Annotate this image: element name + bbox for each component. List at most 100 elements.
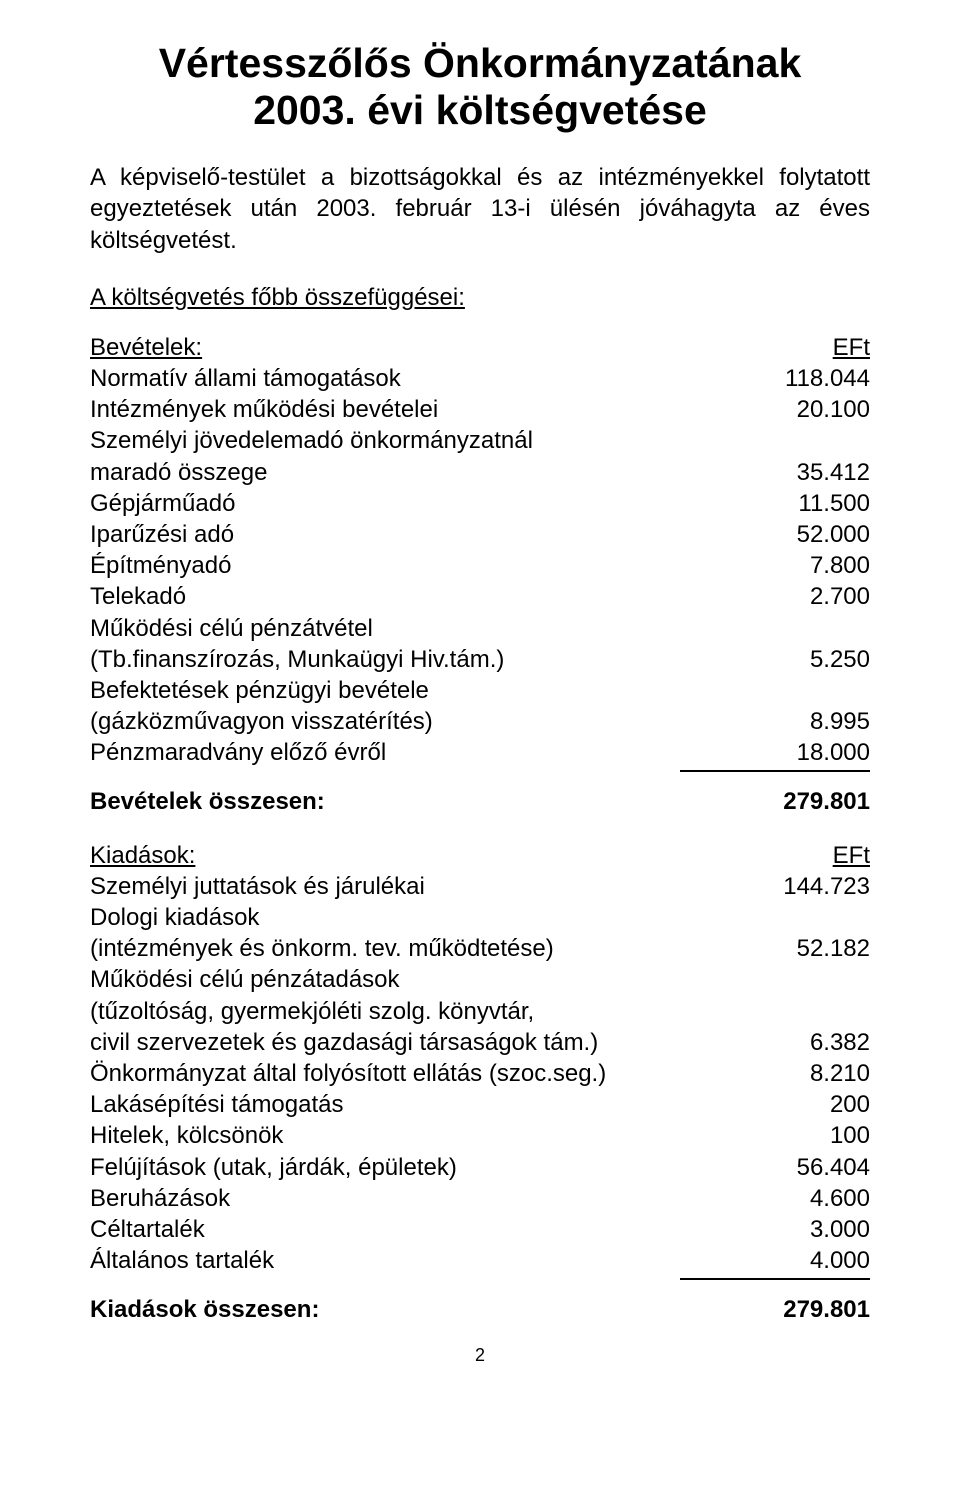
table-row: Normatív állami támogatások118.044 xyxy=(90,363,870,394)
revenues-list: Normatív állami támogatások118.044Intézm… xyxy=(90,363,870,768)
table-row: Felújítások (utak, járdák, épületek)56.4… xyxy=(90,1152,870,1183)
row-value: 2.700 xyxy=(760,581,870,612)
expenses-header-label: Kiadások: xyxy=(90,840,760,871)
row-label: civil szervezetek és gazdasági társaságo… xyxy=(90,1027,760,1058)
table-row: Beruházások4.600 xyxy=(90,1183,870,1214)
row-value: 6.382 xyxy=(760,1027,870,1058)
page-title: Vértesszőlős Önkormányzatának 2003. évi … xyxy=(90,40,870,134)
row-label: Működési célú pénzátadások xyxy=(90,964,760,995)
table-row: Céltartalék3.000 xyxy=(90,1214,870,1245)
row-label: (Tb.finanszírozás, Munkaügyi Hiv.tám.) xyxy=(90,644,760,675)
title-line-2: 2003. évi költségvetése xyxy=(253,87,707,133)
table-row: maradó összege35.412 xyxy=(90,457,870,488)
row-label: Önkormányzat által folyósított ellátás (… xyxy=(90,1058,760,1089)
row-value: 144.723 xyxy=(760,871,870,902)
table-row: Lakásépítési támogatás200 xyxy=(90,1089,870,1120)
row-label: Építményadó xyxy=(90,550,760,581)
row-label: Dologi kiadások xyxy=(90,902,760,933)
row-label: Telekadó xyxy=(90,581,760,612)
row-value: 5.250 xyxy=(760,644,870,675)
table-row: Intézmények működési bevételei20.100 xyxy=(90,394,870,425)
expenses-list: Személyi juttatások és járulékai144.723D… xyxy=(90,871,870,1276)
row-label: (intézmények és önkorm. tev. működtetése… xyxy=(90,933,760,964)
title-line-1: Vértesszőlős Önkormányzatának xyxy=(159,40,802,86)
row-label: Személyi jövedelemadó önkormányzatnál xyxy=(90,425,760,456)
table-row: Általános tartalék4.000 xyxy=(90,1245,870,1276)
row-value: 35.412 xyxy=(760,457,870,488)
row-label: maradó összege xyxy=(90,457,760,488)
page-number: 2 xyxy=(90,1345,870,1366)
row-label: Intézmények működési bevételei xyxy=(90,394,760,425)
row-value xyxy=(760,425,870,456)
table-row: Pénzmaradvány előző évről18.000 xyxy=(90,737,870,768)
row-label: Normatív állami támogatások xyxy=(90,363,760,394)
expenses-total-value: 279.801 xyxy=(783,1294,870,1325)
row-label: Céltartalék xyxy=(90,1214,760,1245)
table-row: Telekadó2.700 xyxy=(90,581,870,612)
intro-paragraph: A képviselő-testület a bizottságokkal és… xyxy=(90,162,870,256)
revenues-header-row: Bevételek: EFt xyxy=(90,332,870,363)
row-value: 52.000 xyxy=(760,519,870,550)
expenses-total-row: Kiadások összesen: 279.801 xyxy=(90,1294,870,1325)
table-row: Hitelek, kölcsönök100 xyxy=(90,1120,870,1151)
expenses-header-value: EFt xyxy=(760,840,870,871)
row-value xyxy=(760,902,870,933)
row-value xyxy=(760,996,870,1027)
row-label: Hitelek, kölcsönök xyxy=(90,1120,760,1151)
table-row: Iparűzési adó52.000 xyxy=(90,519,870,550)
row-value: 4.000 xyxy=(760,1245,870,1276)
row-label: Általános tartalék xyxy=(90,1245,760,1276)
row-label: Beruházások xyxy=(90,1183,760,1214)
table-row: Gépjárműadó11.500 xyxy=(90,488,870,519)
expenses-total-label: Kiadások összesen: xyxy=(90,1294,319,1325)
row-label: Működési célú pénzátvétel xyxy=(90,613,760,644)
row-value xyxy=(760,964,870,995)
subheading: A költségvetés főbb összefüggései: xyxy=(90,284,870,312)
revenues-total-row: Bevételek összesen: 279.801 xyxy=(90,786,870,817)
table-row: Dologi kiadások xyxy=(90,902,870,933)
row-label: Gépjárműadó xyxy=(90,488,760,519)
row-value xyxy=(760,675,870,706)
table-row: Személyi juttatások és járulékai144.723 xyxy=(90,871,870,902)
expenses-rule xyxy=(90,1278,870,1280)
table-row: Működési célú pénzátadások xyxy=(90,964,870,995)
table-row: Önkormányzat által folyósított ellátás (… xyxy=(90,1058,870,1089)
row-value: 3.000 xyxy=(760,1214,870,1245)
row-value: 20.100 xyxy=(760,394,870,425)
table-row: civil szervezetek és gazdasági társaságo… xyxy=(90,1027,870,1058)
revenues-header-label: Bevételek: xyxy=(90,332,760,363)
revenues-total-value: 279.801 xyxy=(783,786,870,817)
revenues-total-label: Bevételek összesen: xyxy=(90,786,325,817)
row-value xyxy=(760,613,870,644)
revenues-rule xyxy=(90,770,870,772)
row-value: 56.404 xyxy=(760,1152,870,1183)
table-row: Személyi jövedelemadó önkormányzatnál xyxy=(90,425,870,456)
row-value: 100 xyxy=(760,1120,870,1151)
row-label: (tűzoltóság, gyermekjóléti szolg. könyvt… xyxy=(90,996,760,1027)
table-row: (gázközművagyon visszatérítés)8.995 xyxy=(90,706,870,737)
row-value: 118.044 xyxy=(760,363,870,394)
table-row: (Tb.finanszírozás, Munkaügyi Hiv.tám.)5.… xyxy=(90,644,870,675)
row-label: (gázközművagyon visszatérítés) xyxy=(90,706,760,737)
row-value: 11.500 xyxy=(760,488,870,519)
row-value: 52.182 xyxy=(760,933,870,964)
row-value: 8.210 xyxy=(760,1058,870,1089)
row-label: Felújítások (utak, járdák, épületek) xyxy=(90,1152,760,1183)
row-label: Pénzmaradvány előző évről xyxy=(90,737,760,768)
row-label: Személyi juttatások és járulékai xyxy=(90,871,760,902)
row-value: 4.600 xyxy=(760,1183,870,1214)
row-label: Lakásépítési támogatás xyxy=(90,1089,760,1120)
row-value: 8.995 xyxy=(760,706,870,737)
expenses-header-row: Kiadások: EFt xyxy=(90,840,870,871)
row-value: 18.000 xyxy=(760,737,870,768)
revenues-header-value: EFt xyxy=(760,332,870,363)
table-row: Működési célú pénzátvétel xyxy=(90,613,870,644)
row-value: 200 xyxy=(760,1089,870,1120)
row-value: 7.800 xyxy=(760,550,870,581)
table-row: (tűzoltóság, gyermekjóléti szolg. könyvt… xyxy=(90,996,870,1027)
row-label: Iparűzési adó xyxy=(90,519,760,550)
row-label: Befektetések pénzügyi bevétele xyxy=(90,675,760,706)
table-row: Befektetések pénzügyi bevétele xyxy=(90,675,870,706)
table-row: (intézmények és önkorm. tev. működtetése… xyxy=(90,933,870,964)
table-row: Építményadó7.800 xyxy=(90,550,870,581)
